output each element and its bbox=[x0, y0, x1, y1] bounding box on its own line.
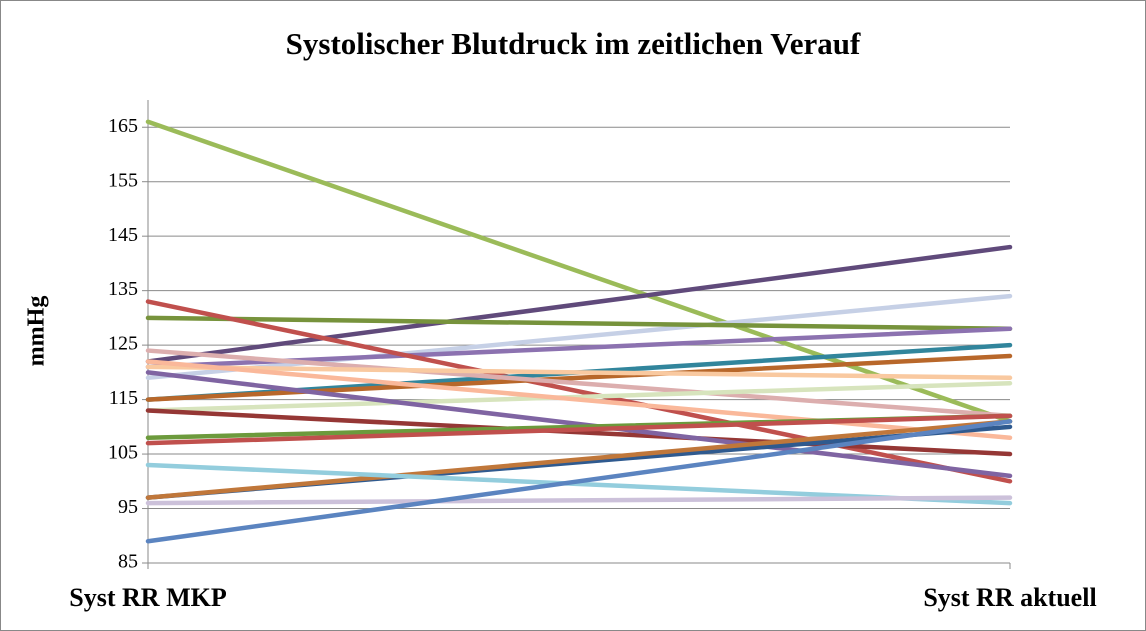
series-line bbox=[145, 315, 1013, 332]
series-line bbox=[145, 119, 1013, 424]
series-line bbox=[145, 408, 1013, 457]
y-tick-label: 105 bbox=[108, 442, 138, 464]
series-line bbox=[145, 359, 1013, 440]
series-line bbox=[145, 353, 1013, 402]
y-tick-label: 125 bbox=[108, 333, 138, 355]
y-tick-label: 85 bbox=[118, 551, 138, 573]
y-tick-label: 145 bbox=[108, 224, 138, 246]
series-line bbox=[145, 293, 1013, 381]
y-tick-label: 165 bbox=[108, 115, 138, 137]
series-line bbox=[145, 348, 1013, 419]
series-line bbox=[145, 370, 1013, 479]
series-line bbox=[145, 419, 1013, 544]
series-line bbox=[145, 413, 1013, 446]
chart-title: Systolischer Blutdruck im zeitlichen Ver… bbox=[286, 26, 861, 61]
y-tick-label: 115 bbox=[109, 387, 138, 409]
series-line bbox=[145, 299, 1013, 484]
series-line bbox=[145, 419, 1013, 500]
series-line bbox=[145, 244, 1013, 364]
series-line bbox=[145, 380, 1013, 413]
series-line bbox=[145, 364, 1013, 381]
y-axis-label: mmHg bbox=[24, 296, 50, 367]
x-tick-label: Syst RR MKP bbox=[69, 583, 227, 612]
y-tick-label: 135 bbox=[108, 278, 138, 300]
x-tick-label: Syst RR aktuell bbox=[923, 583, 1096, 612]
y-tick-label: 155 bbox=[108, 169, 138, 191]
y-tick-label: 95 bbox=[118, 496, 138, 518]
series-line bbox=[145, 495, 1013, 506]
